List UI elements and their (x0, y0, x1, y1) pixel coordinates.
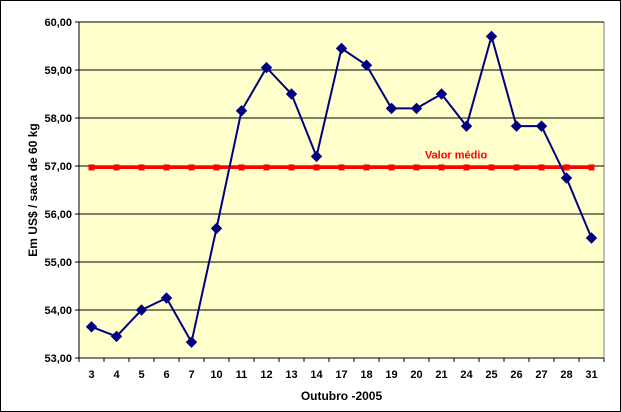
average-value-label: Valor médio (425, 149, 488, 161)
x-tick-label: 3 (88, 369, 94, 381)
plot-area (78, 21, 605, 359)
average-point (588, 164, 595, 171)
x-tick-label: 17 (335, 369, 347, 381)
price-point (560, 172, 573, 184)
price-point (85, 321, 98, 333)
x-tick-label: 6 (163, 369, 169, 381)
average-point (163, 164, 170, 171)
y-tick-label: 60,00 (44, 17, 72, 29)
price-point (585, 232, 598, 244)
x-tick-label: 4 (113, 369, 120, 381)
x-tick-label: 12 (260, 369, 272, 381)
average-point (463, 164, 470, 171)
price-point (485, 30, 498, 43)
average-point (238, 164, 245, 171)
average-point (263, 164, 270, 171)
price-point (310, 150, 323, 163)
price-point (285, 88, 298, 100)
y-tick-label: 56,00 (44, 209, 72, 221)
series-layer (85, 30, 598, 348)
price-point (210, 222, 223, 235)
x-tick-label: 25 (485, 369, 497, 381)
average-point (513, 164, 520, 171)
price-point (260, 61, 273, 74)
x-tick-label: 10 (210, 369, 222, 381)
x-tick-label: 7 (188, 369, 194, 381)
average-point (113, 164, 120, 171)
y-tick-label: 55,00 (44, 257, 72, 269)
average-point (338, 164, 345, 171)
x-axis-tick-labels: 3 4 5 6 7 10 11 12 13 14 17 18 19 20 21 24 25 26 27 28 31 (78, 358, 605, 381)
x-tick-label: 24 (460, 369, 473, 381)
average-point (413, 164, 420, 171)
average-point (188, 164, 195, 171)
average-point (313, 164, 320, 171)
y-axis-title: Em US$ / saca de 60 kg (26, 123, 40, 256)
price-point (360, 59, 373, 71)
x-tick-label: 20 (410, 369, 422, 381)
price-point (160, 292, 173, 304)
x-tick-label: 27 (535, 369, 547, 381)
y-tick-label: 53,00 (44, 353, 72, 365)
x-axis-title: Outubro -2005 (301, 389, 383, 403)
average-point (388, 164, 395, 171)
x-tick-label: 19 (385, 369, 397, 381)
average-point (438, 164, 445, 171)
average-point (538, 164, 545, 171)
y-tick-label: 58,00 (44, 113, 72, 125)
average-point (88, 164, 95, 171)
average-point (138, 164, 145, 171)
price-point (110, 330, 123, 343)
price-point (185, 336, 198, 348)
y-tick-label: 57,00 (44, 161, 72, 173)
x-tick-label: 18 (360, 369, 372, 381)
y-tick-label: 54,00 (44, 305, 72, 317)
x-tick-label: 13 (285, 369, 297, 381)
price-point (535, 120, 548, 132)
x-tick-label: 31 (585, 369, 597, 381)
price-point (435, 88, 448, 100)
price-point (510, 120, 523, 132)
x-tick-label: 14 (310, 369, 323, 381)
price-point (385, 102, 398, 115)
average-point (488, 164, 495, 171)
x-tick-label: 5 (138, 369, 144, 381)
average-point (213, 164, 220, 171)
x-tick-label: 21 (435, 369, 447, 381)
average-point (363, 164, 370, 171)
price-point (335, 42, 348, 55)
price-point (235, 105, 248, 117)
y-tick-label: 59,00 (44, 65, 72, 77)
price-point (410, 102, 423, 115)
x-tick-label: 26 (510, 369, 522, 381)
average-point (288, 164, 295, 171)
x-tick-label: 11 (236, 369, 248, 381)
y-axis-tick-labels: 53,00 54,00 55,00 56,00 57,00 58,00 59,00 60,00 (44, 17, 79, 365)
price-point (460, 120, 473, 132)
price-point (135, 304, 148, 316)
average-point (563, 164, 570, 171)
gridlines (78, 21, 604, 359)
x-tick-label: 28 (560, 369, 572, 381)
